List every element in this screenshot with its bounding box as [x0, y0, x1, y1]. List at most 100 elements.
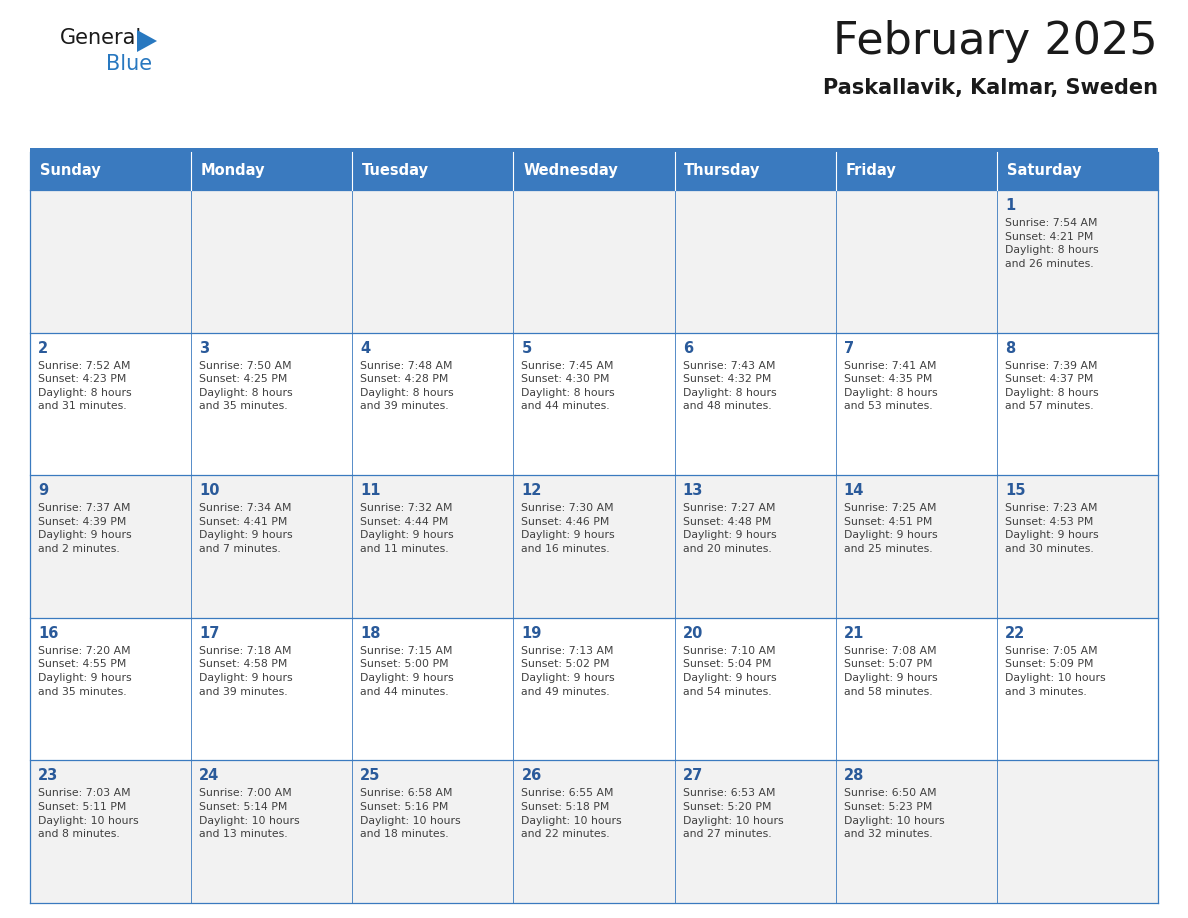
Bar: [353, 476, 513, 618]
Bar: [191, 618, 353, 760]
Text: 18: 18: [360, 626, 381, 641]
Text: 17: 17: [200, 626, 220, 641]
Text: Sunrise: 7:34 AM
Sunset: 4:41 PM
Daylight: 9 hours
and 7 minutes.: Sunrise: 7:34 AM Sunset: 4:41 PM Dayligh…: [200, 503, 292, 554]
Text: Sunrise: 6:58 AM
Sunset: 5:16 PM
Daylight: 10 hours
and 18 minutes.: Sunrise: 6:58 AM Sunset: 5:16 PM Dayligh…: [360, 789, 461, 839]
Bar: [835, 190, 997, 332]
Text: Friday: Friday: [846, 163, 896, 178]
Text: Sunrise: 7:05 AM
Sunset: 5:09 PM
Daylight: 10 hours
and 3 minutes.: Sunrise: 7:05 AM Sunset: 5:09 PM Dayligh…: [1005, 645, 1106, 697]
Text: Sunrise: 7:08 AM
Sunset: 5:07 PM
Daylight: 9 hours
and 58 minutes.: Sunrise: 7:08 AM Sunset: 5:07 PM Dayligh…: [843, 645, 937, 697]
Text: 4: 4: [360, 341, 371, 355]
Bar: [353, 190, 513, 332]
Bar: [353, 332, 513, 476]
Text: 5: 5: [522, 341, 532, 355]
Bar: [353, 152, 513, 190]
Text: 6: 6: [683, 341, 693, 355]
Text: 9: 9: [38, 483, 49, 498]
Bar: [191, 760, 353, 903]
Bar: [835, 152, 997, 190]
Text: Sunrise: 7:45 AM
Sunset: 4:30 PM
Daylight: 8 hours
and 44 minutes.: Sunrise: 7:45 AM Sunset: 4:30 PM Dayligh…: [522, 361, 615, 411]
Text: 2: 2: [38, 341, 49, 355]
Text: 14: 14: [843, 483, 864, 498]
Text: 1: 1: [1005, 198, 1016, 213]
Text: Sunrise: 7:20 AM
Sunset: 4:55 PM
Daylight: 9 hours
and 35 minutes.: Sunrise: 7:20 AM Sunset: 4:55 PM Dayligh…: [38, 645, 132, 697]
Bar: [835, 760, 997, 903]
Text: 10: 10: [200, 483, 220, 498]
Text: 15: 15: [1005, 483, 1025, 498]
Text: Sunrise: 7:52 AM
Sunset: 4:23 PM
Daylight: 8 hours
and 31 minutes.: Sunrise: 7:52 AM Sunset: 4:23 PM Dayligh…: [38, 361, 132, 411]
Bar: [513, 190, 675, 332]
Text: 8: 8: [1005, 341, 1016, 355]
Text: 13: 13: [683, 483, 703, 498]
Text: 20: 20: [683, 626, 703, 641]
Bar: [30, 476, 191, 618]
Bar: [675, 332, 835, 476]
Bar: [835, 476, 997, 618]
Bar: [835, 332, 997, 476]
Text: Sunrise: 7:13 AM
Sunset: 5:02 PM
Daylight: 9 hours
and 49 minutes.: Sunrise: 7:13 AM Sunset: 5:02 PM Dayligh…: [522, 645, 615, 697]
Text: 23: 23: [38, 768, 58, 783]
Text: 22: 22: [1005, 626, 1025, 641]
Bar: [191, 190, 353, 332]
Bar: [30, 618, 191, 760]
Bar: [513, 618, 675, 760]
Bar: [191, 152, 353, 190]
Bar: [675, 760, 835, 903]
Bar: [513, 332, 675, 476]
Bar: [30, 148, 1158, 152]
Bar: [997, 618, 1158, 760]
Text: February 2025: February 2025: [833, 20, 1158, 63]
Text: Sunrise: 7:00 AM
Sunset: 5:14 PM
Daylight: 10 hours
and 13 minutes.: Sunrise: 7:00 AM Sunset: 5:14 PM Dayligh…: [200, 789, 299, 839]
Bar: [30, 190, 191, 332]
Text: Sunrise: 7:03 AM
Sunset: 5:11 PM
Daylight: 10 hours
and 8 minutes.: Sunrise: 7:03 AM Sunset: 5:11 PM Dayligh…: [38, 789, 139, 839]
Bar: [30, 332, 191, 476]
Text: Sunrise: 7:41 AM
Sunset: 4:35 PM
Daylight: 8 hours
and 53 minutes.: Sunrise: 7:41 AM Sunset: 4:35 PM Dayligh…: [843, 361, 937, 411]
Text: Sunday: Sunday: [39, 163, 101, 178]
Text: Sunrise: 7:18 AM
Sunset: 4:58 PM
Daylight: 9 hours
and 39 minutes.: Sunrise: 7:18 AM Sunset: 4:58 PM Dayligh…: [200, 645, 292, 697]
Text: Sunrise: 7:50 AM
Sunset: 4:25 PM
Daylight: 8 hours
and 35 minutes.: Sunrise: 7:50 AM Sunset: 4:25 PM Dayligh…: [200, 361, 292, 411]
Text: Monday: Monday: [201, 163, 265, 178]
Bar: [675, 190, 835, 332]
Text: 24: 24: [200, 768, 220, 783]
Text: 19: 19: [522, 626, 542, 641]
Bar: [675, 476, 835, 618]
Text: Sunrise: 7:27 AM
Sunset: 4:48 PM
Daylight: 9 hours
and 20 minutes.: Sunrise: 7:27 AM Sunset: 4:48 PM Dayligh…: [683, 503, 776, 554]
Bar: [30, 152, 191, 190]
Text: 25: 25: [360, 768, 380, 783]
Text: Sunrise: 6:53 AM
Sunset: 5:20 PM
Daylight: 10 hours
and 27 minutes.: Sunrise: 6:53 AM Sunset: 5:20 PM Dayligh…: [683, 789, 783, 839]
Bar: [191, 476, 353, 618]
Bar: [513, 760, 675, 903]
Text: 28: 28: [843, 768, 864, 783]
Text: Sunrise: 7:30 AM
Sunset: 4:46 PM
Daylight: 9 hours
and 16 minutes.: Sunrise: 7:30 AM Sunset: 4:46 PM Dayligh…: [522, 503, 615, 554]
Bar: [997, 152, 1158, 190]
Bar: [30, 760, 191, 903]
Polygon shape: [137, 30, 157, 52]
Bar: [675, 618, 835, 760]
Text: Sunrise: 7:43 AM
Sunset: 4:32 PM
Daylight: 8 hours
and 48 minutes.: Sunrise: 7:43 AM Sunset: 4:32 PM Dayligh…: [683, 361, 776, 411]
Text: Sunrise: 7:32 AM
Sunset: 4:44 PM
Daylight: 9 hours
and 11 minutes.: Sunrise: 7:32 AM Sunset: 4:44 PM Dayligh…: [360, 503, 454, 554]
Text: Sunrise: 7:15 AM
Sunset: 5:00 PM
Daylight: 9 hours
and 44 minutes.: Sunrise: 7:15 AM Sunset: 5:00 PM Dayligh…: [360, 645, 454, 697]
Text: Sunrise: 6:50 AM
Sunset: 5:23 PM
Daylight: 10 hours
and 32 minutes.: Sunrise: 6:50 AM Sunset: 5:23 PM Dayligh…: [843, 789, 944, 839]
Text: Tuesday: Tuesday: [362, 163, 429, 178]
Bar: [835, 618, 997, 760]
Bar: [997, 332, 1158, 476]
Text: 21: 21: [843, 626, 864, 641]
Text: 3: 3: [200, 341, 209, 355]
Text: Sunrise: 7:39 AM
Sunset: 4:37 PM
Daylight: 8 hours
and 57 minutes.: Sunrise: 7:39 AM Sunset: 4:37 PM Dayligh…: [1005, 361, 1099, 411]
Text: 12: 12: [522, 483, 542, 498]
Bar: [997, 190, 1158, 332]
Text: 26: 26: [522, 768, 542, 783]
Text: Sunrise: 6:55 AM
Sunset: 5:18 PM
Daylight: 10 hours
and 22 minutes.: Sunrise: 6:55 AM Sunset: 5:18 PM Dayligh…: [522, 789, 623, 839]
Bar: [191, 332, 353, 476]
Text: Thursday: Thursday: [684, 163, 760, 178]
Text: 11: 11: [360, 483, 381, 498]
Bar: [513, 476, 675, 618]
Bar: [675, 152, 835, 190]
Text: Saturday: Saturday: [1006, 163, 1081, 178]
Bar: [353, 760, 513, 903]
Text: Sunrise: 7:54 AM
Sunset: 4:21 PM
Daylight: 8 hours
and 26 minutes.: Sunrise: 7:54 AM Sunset: 4:21 PM Dayligh…: [1005, 218, 1099, 269]
Text: 27: 27: [683, 768, 703, 783]
Bar: [997, 760, 1158, 903]
Text: 16: 16: [38, 626, 58, 641]
Text: Sunrise: 7:48 AM
Sunset: 4:28 PM
Daylight: 8 hours
and 39 minutes.: Sunrise: 7:48 AM Sunset: 4:28 PM Dayligh…: [360, 361, 454, 411]
Text: Sunrise: 7:10 AM
Sunset: 5:04 PM
Daylight: 9 hours
and 54 minutes.: Sunrise: 7:10 AM Sunset: 5:04 PM Dayligh…: [683, 645, 776, 697]
